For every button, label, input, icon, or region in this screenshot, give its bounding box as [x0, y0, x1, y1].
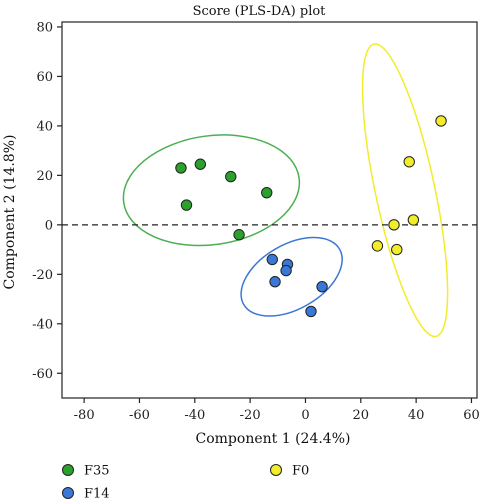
x-tick-label: -40	[184, 408, 205, 423]
point-f35	[194, 158, 207, 170]
ellipse-f14	[240, 236, 343, 317]
point-f0	[407, 214, 420, 226]
point-f0	[403, 156, 415, 168]
x-tick-label: 40	[408, 408, 425, 423]
x-tick-label: 60	[463, 408, 480, 423]
point-f35	[261, 186, 273, 199]
y-tick-label: -20	[32, 268, 53, 283]
x-tick-label: 0	[301, 408, 309, 423]
x-axis-label: Component 1 (24.4%)	[196, 431, 351, 447]
point-f14	[316, 280, 328, 293]
legend-label-f0: F0	[292, 464, 309, 479]
ellipse-f0	[361, 43, 449, 338]
y-tick-label: 0	[45, 218, 53, 233]
point-f0	[435, 115, 447, 127]
y-tick-label: -40	[32, 317, 53, 332]
ellipse-f35	[122, 134, 301, 247]
point-f14	[305, 305, 317, 318]
x-tick-label: 20	[353, 408, 370, 423]
point-f0	[371, 240, 384, 252]
score-points	[175, 115, 447, 318]
legend-label-f35: F35	[84, 464, 110, 479]
point-f35	[180, 199, 193, 211]
confidence-ellipses	[122, 43, 449, 338]
y-axis-label: Component 2 (14.8%)	[2, 135, 18, 290]
x-tick-label: -20	[240, 408, 261, 423]
legend-marker-f14	[62, 487, 74, 499]
x-tick-label: -80	[74, 408, 95, 423]
y-tick-label: 80	[36, 20, 53, 35]
y-axis-ticks: -60 -40 -20 0 20 40 60 80	[32, 20, 62, 382]
point-f14	[269, 276, 281, 288]
x-axis-ticks: -80 -60 -40 -20 0 20 40 60	[74, 398, 480, 423]
legend: F35 F14 F0	[62, 464, 309, 500]
chart-title: Score (PLS-DA) plot	[193, 4, 327, 19]
point-f14	[280, 264, 292, 277]
x-tick-label: -60	[129, 408, 150, 423]
point-f35	[225, 170, 237, 183]
y-tick-label: -60	[32, 367, 53, 382]
legend-label-f14: F14	[84, 487, 110, 500]
y-tick-label: 20	[36, 169, 53, 184]
point-f0	[391, 243, 403, 256]
point-f35	[233, 229, 245, 241]
plot-frame	[61, 21, 478, 399]
legend-marker-f35	[62, 464, 74, 476]
point-f35	[175, 162, 187, 174]
point-f0	[388, 219, 400, 231]
y-tick-label: 60	[36, 70, 53, 85]
point-f14	[266, 253, 278, 266]
legend-marker-f0	[270, 464, 282, 476]
y-tick-label: 40	[36, 119, 53, 134]
